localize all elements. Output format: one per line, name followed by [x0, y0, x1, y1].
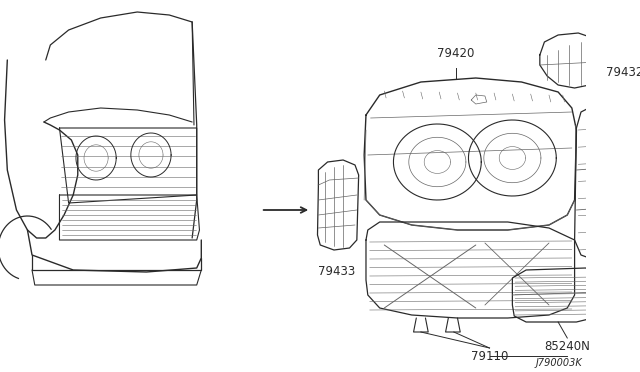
Text: 79432: 79432 — [605, 65, 640, 78]
Text: 85240N: 85240N — [545, 340, 590, 353]
Text: J790003K: J790003K — [535, 358, 582, 368]
Text: 79110: 79110 — [471, 350, 508, 363]
Text: 79433: 79433 — [318, 265, 355, 278]
Text: 79420: 79420 — [437, 47, 474, 60]
